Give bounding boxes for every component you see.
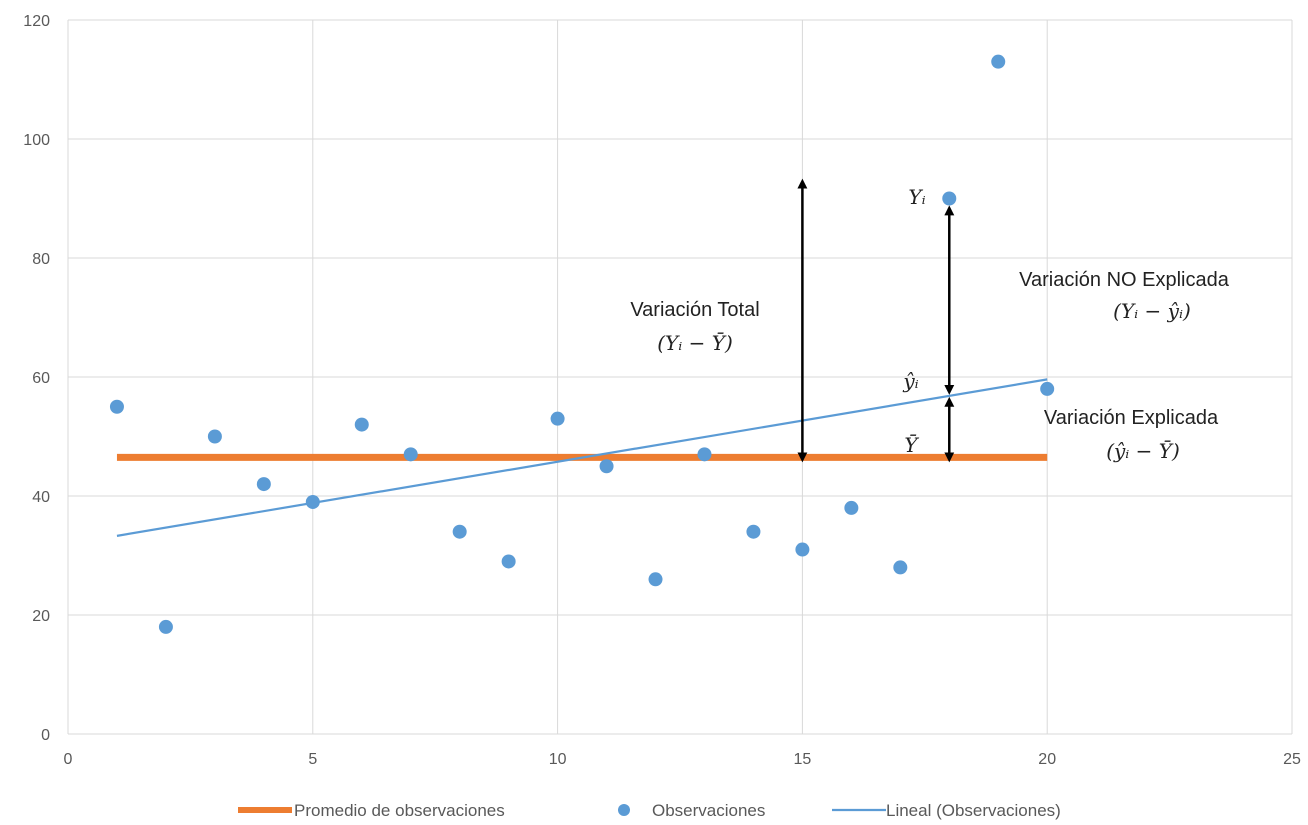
observation-point <box>110 400 124 414</box>
observation-point <box>991 55 1005 69</box>
observation-point <box>649 572 663 586</box>
observation-point <box>502 554 516 568</box>
ybar-label: Ȳ <box>904 433 919 457</box>
y-tick-label: 60 <box>32 370 50 387</box>
observation-point <box>746 525 760 539</box>
legend-observations-swatch <box>618 804 630 816</box>
total-variation-label: Variación Total <box>630 299 759 321</box>
observation-point <box>159 620 173 634</box>
legend: Promedio de observaciones Observaciones … <box>238 801 1061 820</box>
x-tick-label: 10 <box>549 751 567 768</box>
legend-observations-label: Observaciones <box>652 801 765 820</box>
y-axis-ticks: 0 20 40 60 80 100 120 <box>23 13 50 744</box>
observation-point <box>453 525 467 539</box>
explained-variation-formula: (ŷᵢ − Ȳ) <box>1106 439 1180 463</box>
x-tick-label: 25 <box>1283 751 1301 768</box>
legend-mean-label: Promedio de observaciones <box>294 801 505 820</box>
observation-point <box>1040 382 1054 396</box>
x-tick-label: 20 <box>1038 751 1056 768</box>
observation-point <box>795 543 809 557</box>
observation-point <box>257 477 271 491</box>
observation-point <box>942 192 956 206</box>
y-tick-label: 100 <box>23 132 50 149</box>
observation-point <box>600 459 614 473</box>
y-tick-label: 40 <box>32 489 50 506</box>
y-tick-label: 120 <box>23 13 50 30</box>
yhat-label: ŷᵢ <box>902 369 918 393</box>
legend-trend-label: Lineal (Observaciones) <box>886 801 1061 820</box>
x-tick-label: 5 <box>308 751 317 768</box>
yi-label: Yᵢ <box>908 185 925 209</box>
x-tick-label: 15 <box>794 751 812 768</box>
observation-point <box>404 447 418 461</box>
total-variation-formula: (Yᵢ − Ȳ) <box>657 331 733 355</box>
x-tick-label: 0 <box>64 751 73 768</box>
observation-point <box>893 560 907 574</box>
observation-point <box>844 501 858 515</box>
observation-point <box>208 430 222 444</box>
observation-point <box>551 412 565 426</box>
y-tick-label: 0 <box>41 727 50 744</box>
explained-variation-label: Variación Explicada <box>1044 407 1219 429</box>
unexplained-variation-label: Variación NO Explicada <box>1019 269 1230 291</box>
observation-points <box>110 55 1054 634</box>
y-tick-label: 20 <box>32 608 50 625</box>
x-axis-ticks: 0 5 10 15 20 25 <box>64 751 1301 768</box>
gridlines <box>68 20 1292 734</box>
observation-point <box>306 495 320 509</box>
observation-point <box>697 447 711 461</box>
y-tick-label: 80 <box>32 251 50 268</box>
unexplained-variation-formula: (Yᵢ − ŷᵢ) <box>1113 299 1191 323</box>
observation-point <box>355 418 369 432</box>
